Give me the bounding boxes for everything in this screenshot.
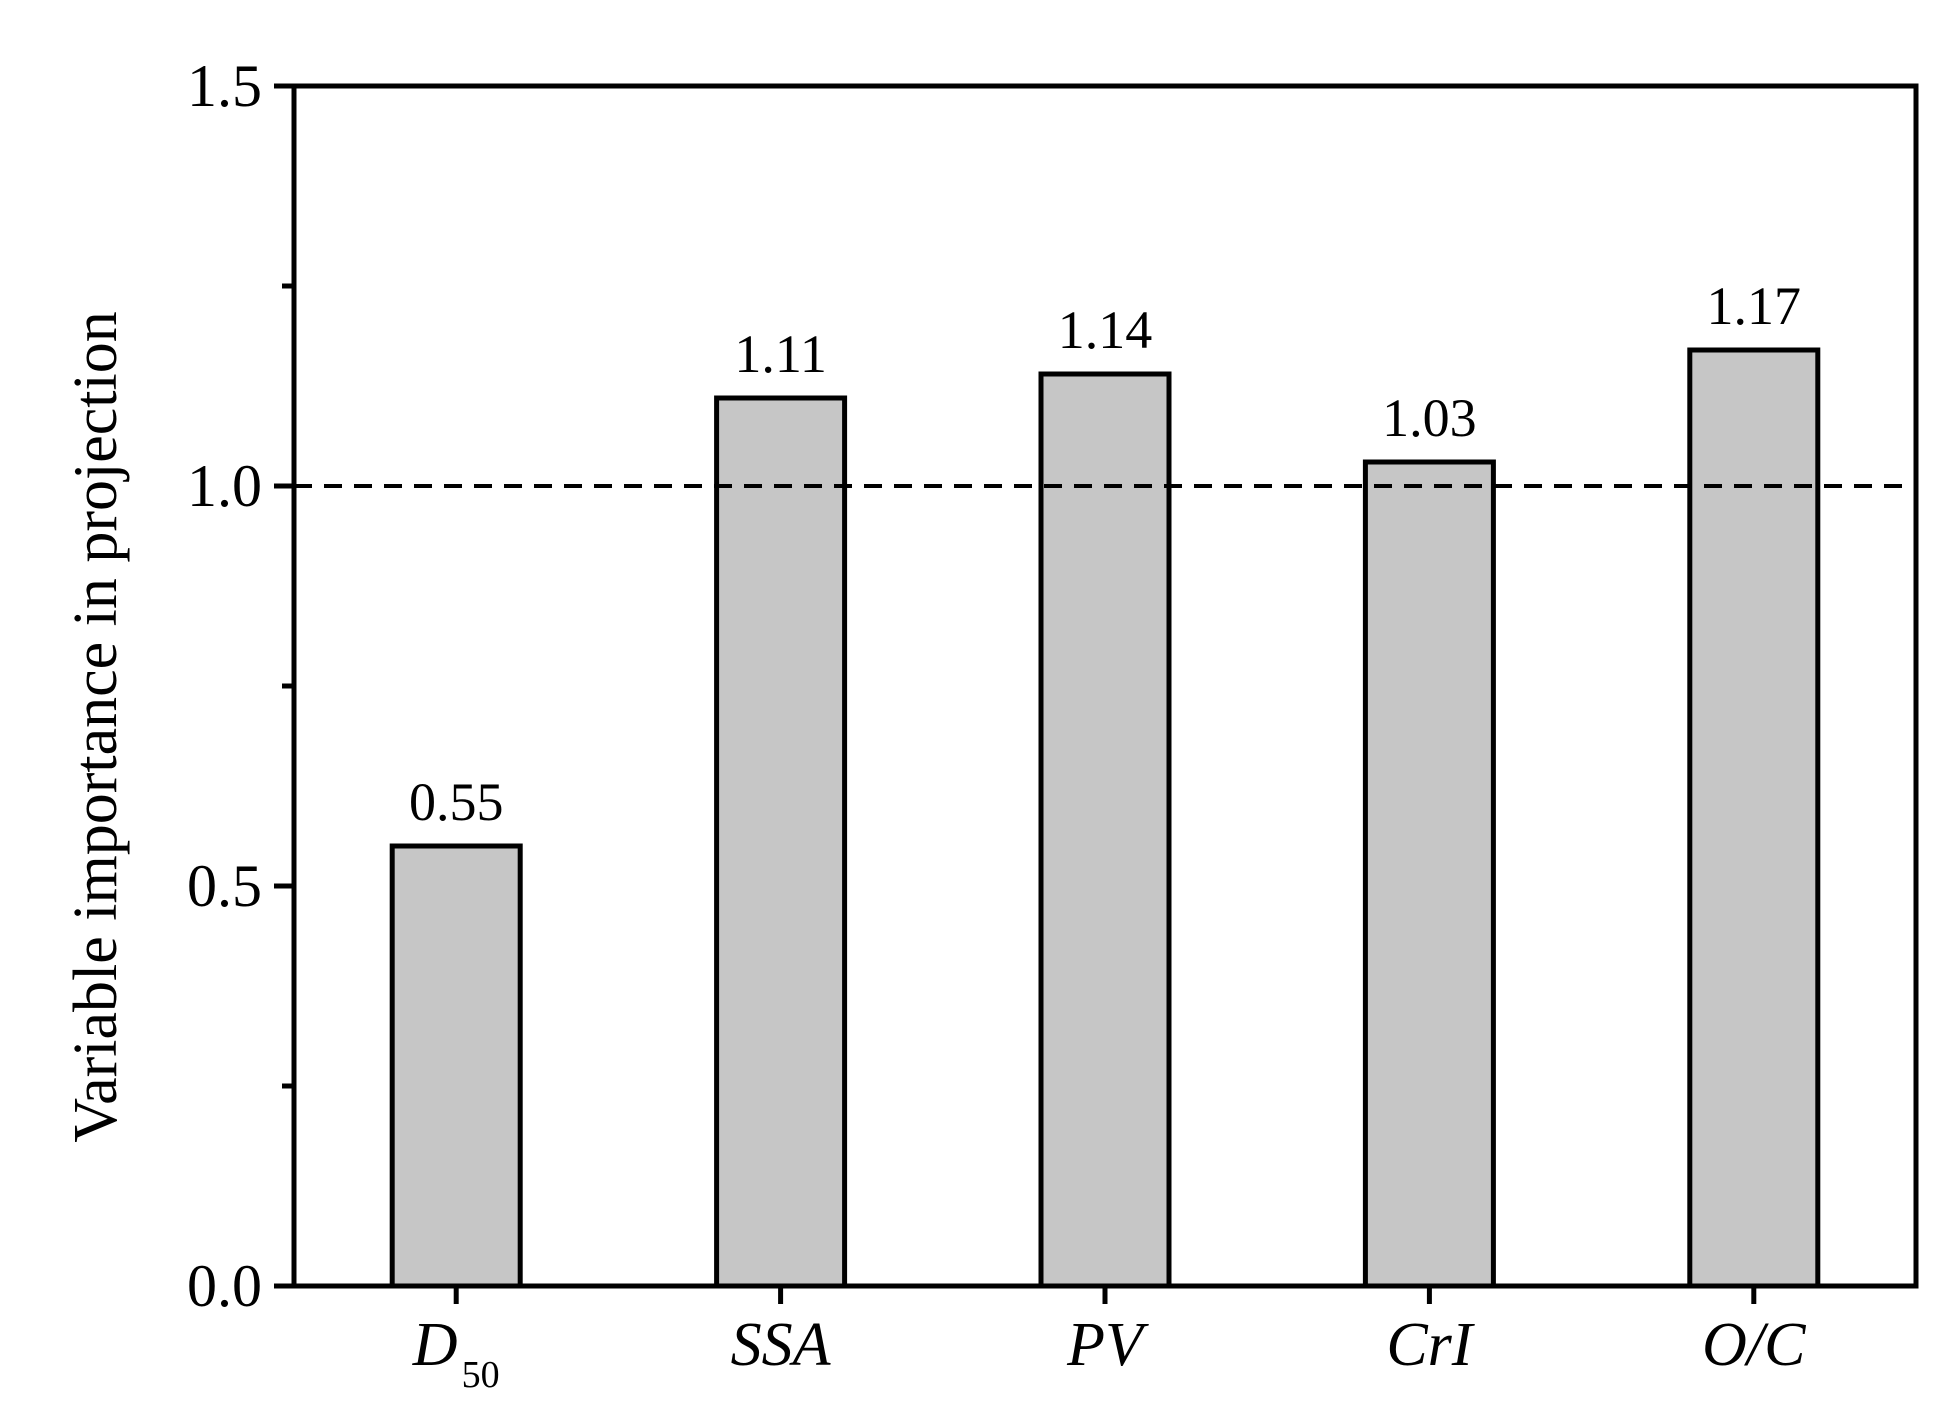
bar (714, 395, 848, 1289)
y-axis-title: Variable importance in projection (62, 311, 130, 1143)
category-label: O/C (1702, 1311, 1806, 1379)
category-label: CrI (1386, 1311, 1475, 1379)
category-label: SSA (731, 1311, 832, 1379)
axes (274, 83, 1919, 1304)
value-label: 0.55 (409, 772, 504, 832)
bars (389, 347, 1821, 1289)
category-label-subscript: 50 (462, 1354, 500, 1396)
value-label: 1.11 (734, 324, 827, 384)
y-tick-label: 1.0 (187, 453, 262, 519)
bar (1038, 371, 1172, 1289)
bar (389, 843, 523, 1289)
value-label: 1.03 (1382, 388, 1477, 448)
value-label: 1.14 (1058, 300, 1153, 360)
labels: 0.55 D 50 1.11 SSA 1.14 PV 1.03 CrI 1.17 O/C 0.0 0.5… (187, 53, 1806, 1396)
bar (1362, 459, 1496, 1289)
y-tick-label: 1.5 (187, 53, 262, 119)
value-label: 1.17 (1707, 276, 1802, 336)
y-tick-label: 0.0 (187, 1253, 262, 1319)
y-tick-label: 0.5 (187, 853, 262, 919)
category-label: PV (1066, 1311, 1149, 1379)
bar (1687, 347, 1821, 1289)
category-label: D 50 (412, 1311, 500, 1396)
